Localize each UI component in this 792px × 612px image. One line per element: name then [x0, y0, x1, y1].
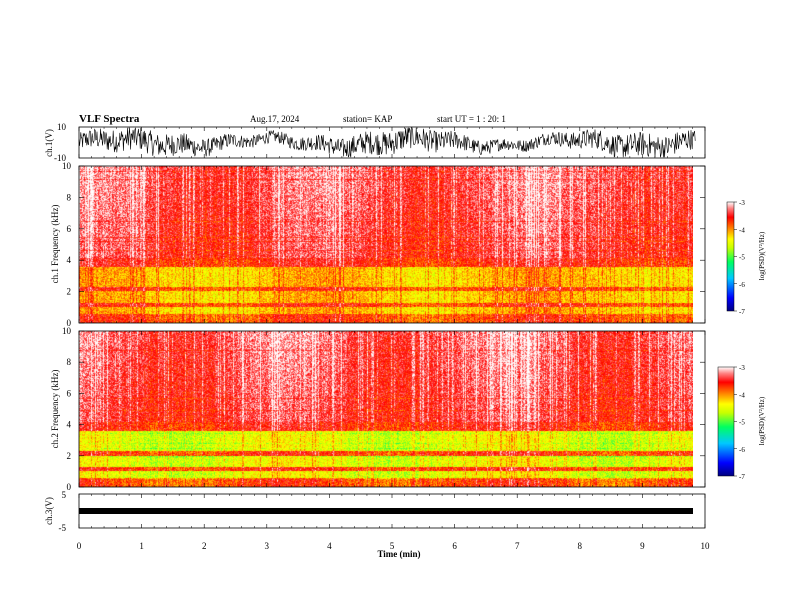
colorbar-tick-label--5: -5	[739, 254, 745, 262]
start-time-label: start UT = 1 : 20: 1	[437, 114, 506, 124]
y-tick-label-10: 10	[62, 326, 72, 336]
ch3-waveform-band	[79, 508, 693, 514]
ch1-freq-ylabel: ch.1 Frequency (kHz)	[50, 205, 60, 284]
chart-title: VLF Spectra	[79, 113, 140, 125]
colorbar-tick-label--4: -4	[739, 391, 745, 399]
colorbar-tick-label--7: -7	[739, 473, 745, 481]
ch1-ytick-bottom: -10	[54, 153, 66, 163]
y-tick-label-2: 2	[67, 451, 72, 461]
ch2-spectrogram-image	[79, 331, 693, 487]
ch1-colorbar: -3 -4 -5 -6 -7 log(PSD)(V²/Hz)	[726, 199, 766, 316]
y-tick-label-4: 4	[67, 255, 72, 265]
y-tick-label-0: 0	[67, 482, 72, 492]
ch1-waveform-panel: 10 -10 ch.1(V)	[44, 122, 706, 163]
x-tick-label-9: 9	[640, 541, 645, 551]
ch1-spectrogram-panel: 0 2 4 6 8 10 ch.1 Frequency (kHz)	[50, 161, 706, 328]
y-tick-label-6: 6	[67, 388, 72, 398]
ch3-waveform-panel: 5 -5 ch.3(V)	[44, 490, 706, 533]
colorbar-tick-label--6: -6	[739, 446, 745, 454]
x-tick-label-7: 7	[515, 541, 520, 551]
x-tick-label-10: 10	[701, 541, 711, 551]
ch3-ytick-bottom: -5	[59, 523, 67, 533]
date-label: Aug.17, 2024	[250, 114, 300, 124]
x-axis-label: Time (min)	[377, 549, 420, 559]
x-tick-label-8: 8	[578, 541, 583, 551]
x-tick-label-1: 1	[139, 541, 144, 551]
colorbar-tick-label--7: -7	[739, 308, 745, 316]
ch2-colorbar-label: log(PSD)(V²/Hz)	[758, 396, 766, 445]
ch1-colorbar-ticks: -3 -4 -5 -6 -7	[734, 199, 745, 316]
ch2-colorbar: -3 -4 -5 -6 -7 log(PSD)(V²/Hz)	[717, 364, 766, 481]
ch1-spectrogram-image	[79, 166, 693, 323]
ch2-yticks: 0 2 4 6 8 10	[62, 326, 705, 492]
ch1-colorbar-gradient	[726, 201, 735, 312]
x-tick-label-4: 4	[327, 541, 332, 551]
colorbar-tick-label--4: -4	[739, 226, 745, 234]
colorbar-tick-label--3: -3	[739, 199, 745, 207]
y-tick-label-2: 2	[67, 287, 72, 297]
ch3-ytick-top: 5	[62, 490, 67, 500]
ch1-waveform-line	[78, 127, 696, 158]
x-tick-label-5: 5	[390, 541, 395, 551]
y-tick-label-0: 0	[67, 318, 72, 328]
colorbar-tick-label--3: -3	[739, 364, 745, 372]
y-tick-label-4: 4	[67, 420, 72, 430]
y-tick-label-8: 8	[67, 357, 72, 367]
colorbar-tick-label--6: -6	[739, 281, 745, 289]
x-axis: 0 1 2 3 4 5 6 7 8 9 10	[77, 127, 710, 551]
station-label: station= KAP	[343, 114, 393, 124]
ch2-colorbar-gradient	[717, 366, 735, 477]
ch1-ytick-top: 10	[57, 122, 67, 132]
ch1-yticks: 0 2 4 6 8 10	[62, 161, 705, 328]
ch2-spectrogram-panel: 0 2 4 6 8 10 ch.2 Frequency (kHz)	[50, 326, 706, 492]
x-tick-label-6: 6	[452, 541, 457, 551]
colorbar-tick-label--5: -5	[739, 419, 745, 427]
ch2-freq-ylabel: ch.2 Frequency (kHz)	[50, 370, 60, 449]
ch1-colorbar-label: log(PSD)(V²/Hz)	[758, 231, 766, 280]
y-tick-label-8: 8	[67, 192, 72, 202]
y-tick-label-10: 10	[62, 161, 72, 171]
ch1-ylabel: ch.1(V)	[44, 129, 54, 157]
x-tick-label-2: 2	[202, 541, 207, 551]
ch2-colorbar-ticks: -3 -4 -5 -6 -7	[734, 364, 745, 481]
x-tick-label-0: 0	[77, 541, 82, 551]
x-tick-label-3: 3	[265, 541, 270, 551]
y-tick-label-6: 6	[67, 224, 72, 234]
ch3-ylabel: ch.3(V)	[44, 497, 54, 525]
